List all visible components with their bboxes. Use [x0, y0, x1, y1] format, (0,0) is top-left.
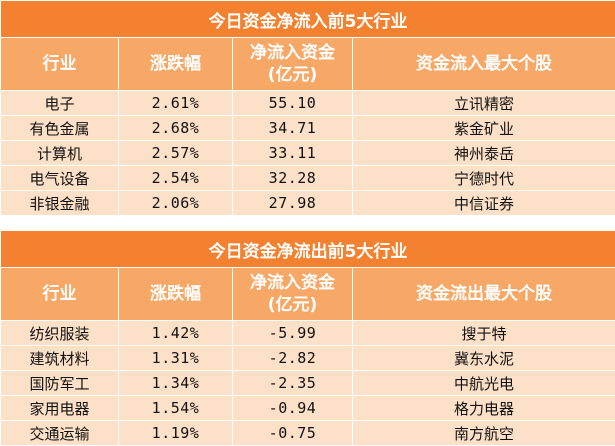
change-cell: 2.06% — [119, 191, 233, 216]
industry-cell: 电气设备 — [1, 166, 119, 191]
top-stock-cell: 南方航空 — [353, 421, 615, 446]
table-row: 电子 2.61% 55.10 立讯精密 — [1, 91, 615, 116]
table-row: 电气设备 2.54% 32.28 宁德时代 — [1, 166, 615, 191]
net-flow-cell: -0.94 — [233, 396, 353, 421]
industry-cell: 家用电器 — [1, 396, 119, 421]
industry-cell: 非银金融 — [1, 191, 119, 216]
top-stock-cell: 神州泰岳 — [353, 141, 615, 166]
inflow-header-net-flow-line1: 净流入资金 — [233, 42, 352, 64]
industry-cell: 纺织服装 — [1, 321, 119, 346]
inflow-header-industry: 行业 — [1, 38, 119, 91]
outflow-header-top-stock: 资金流出最大个股 — [353, 268, 615, 321]
outflow-header-row: 行业 涨跌幅 净流入资金 (亿元) 资金流出最大个股 — [1, 268, 615, 321]
inflow-title-row: 今日资金净流入前5大行业 — [1, 1, 615, 38]
outflow-header-net-flow-line1: 净流入资金 — [233, 272, 352, 294]
change-cell: 1.31% — [119, 346, 233, 371]
top-stock-cell: 立讯精密 — [353, 91, 615, 116]
inflow-header-change: 涨跌幅 — [119, 38, 233, 91]
outflow-header-net-flow: 净流入资金 (亿元) — [233, 268, 353, 321]
industry-cell: 国防军工 — [1, 371, 119, 396]
change-cell: 2.61% — [119, 91, 233, 116]
industry-cell: 建筑材料 — [1, 346, 119, 371]
change-cell: 1.19% — [119, 421, 233, 446]
top-stock-cell: 中信证券 — [353, 191, 615, 216]
inflow-table: 今日资金净流入前5大行业 行业 涨跌幅 净流入资金 (亿元) 资金流入最大个股 … — [0, 0, 615, 216]
inflow-header-net-flow: 净流入资金 (亿元) — [233, 38, 353, 91]
industry-cell: 交通运输 — [1, 421, 119, 446]
change-cell: 1.34% — [119, 371, 233, 396]
outflow-title: 今日资金净流出前5大行业 — [1, 231, 615, 268]
table-row: 建筑材料 1.31% -2.82 冀东水泥 — [1, 346, 615, 371]
change-cell: 2.54% — [119, 166, 233, 191]
net-flow-cell: 27.98 — [233, 191, 353, 216]
net-flow-cell: 33.11 — [233, 141, 353, 166]
net-flow-cell: -0.75 — [233, 421, 353, 446]
inflow-title: 今日资金净流入前5大行业 — [1, 1, 615, 38]
outflow-table: 今日资金净流出前5大行业 行业 涨跌幅 净流入资金 (亿元) 资金流出最大个股 … — [0, 230, 615, 446]
top-stock-cell: 格力电器 — [353, 396, 615, 421]
net-flow-cell: -2.35 — [233, 371, 353, 396]
net-flow-cell: -2.82 — [233, 346, 353, 371]
change-cell: 1.42% — [119, 321, 233, 346]
industry-cell: 电子 — [1, 91, 119, 116]
top-stock-cell: 冀东水泥 — [353, 346, 615, 371]
table-row: 纺织服装 1.42% -5.99 搜于特 — [1, 321, 615, 346]
table-row: 计算机 2.57% 33.11 神州泰岳 — [1, 141, 615, 166]
outflow-title-row: 今日资金净流出前5大行业 — [1, 231, 615, 268]
change-cell: 2.68% — [119, 116, 233, 141]
industry-cell: 计算机 — [1, 141, 119, 166]
table-row: 有色金属 2.68% 34.71 紫金矿业 — [1, 116, 615, 141]
table-row: 家用电器 1.54% -0.94 格力电器 — [1, 396, 615, 421]
net-flow-cell: 34.71 — [233, 116, 353, 141]
inflow-header-top-stock: 资金流入最大个股 — [353, 38, 615, 91]
change-cell: 1.54% — [119, 396, 233, 421]
top-stock-cell: 宁德时代 — [353, 166, 615, 191]
industry-cell: 有色金属 — [1, 116, 119, 141]
net-flow-cell: -5.99 — [233, 321, 353, 346]
table-row: 非银金融 2.06% 27.98 中信证券 — [1, 191, 615, 216]
outflow-header-net-flow-line2: (亿元) — [233, 294, 352, 316]
outflow-header-industry: 行业 — [1, 268, 119, 321]
inflow-header-row: 行业 涨跌幅 净流入资金 (亿元) 资金流入最大个股 — [1, 38, 615, 91]
outflow-header-change: 涨跌幅 — [119, 268, 233, 321]
net-flow-cell: 55.10 — [233, 91, 353, 116]
top-stock-cell: 紫金矿业 — [353, 116, 615, 141]
top-stock-cell: 中航光电 — [353, 371, 615, 396]
table-row: 交通运输 1.19% -0.75 南方航空 — [1, 421, 615, 446]
table-row: 国防军工 1.34% -2.35 中航光电 — [1, 371, 615, 396]
net-flow-cell: 32.28 — [233, 166, 353, 191]
change-cell: 2.57% — [119, 141, 233, 166]
inflow-header-net-flow-line2: (亿元) — [233, 64, 352, 86]
top-stock-cell: 搜于特 — [353, 321, 615, 346]
